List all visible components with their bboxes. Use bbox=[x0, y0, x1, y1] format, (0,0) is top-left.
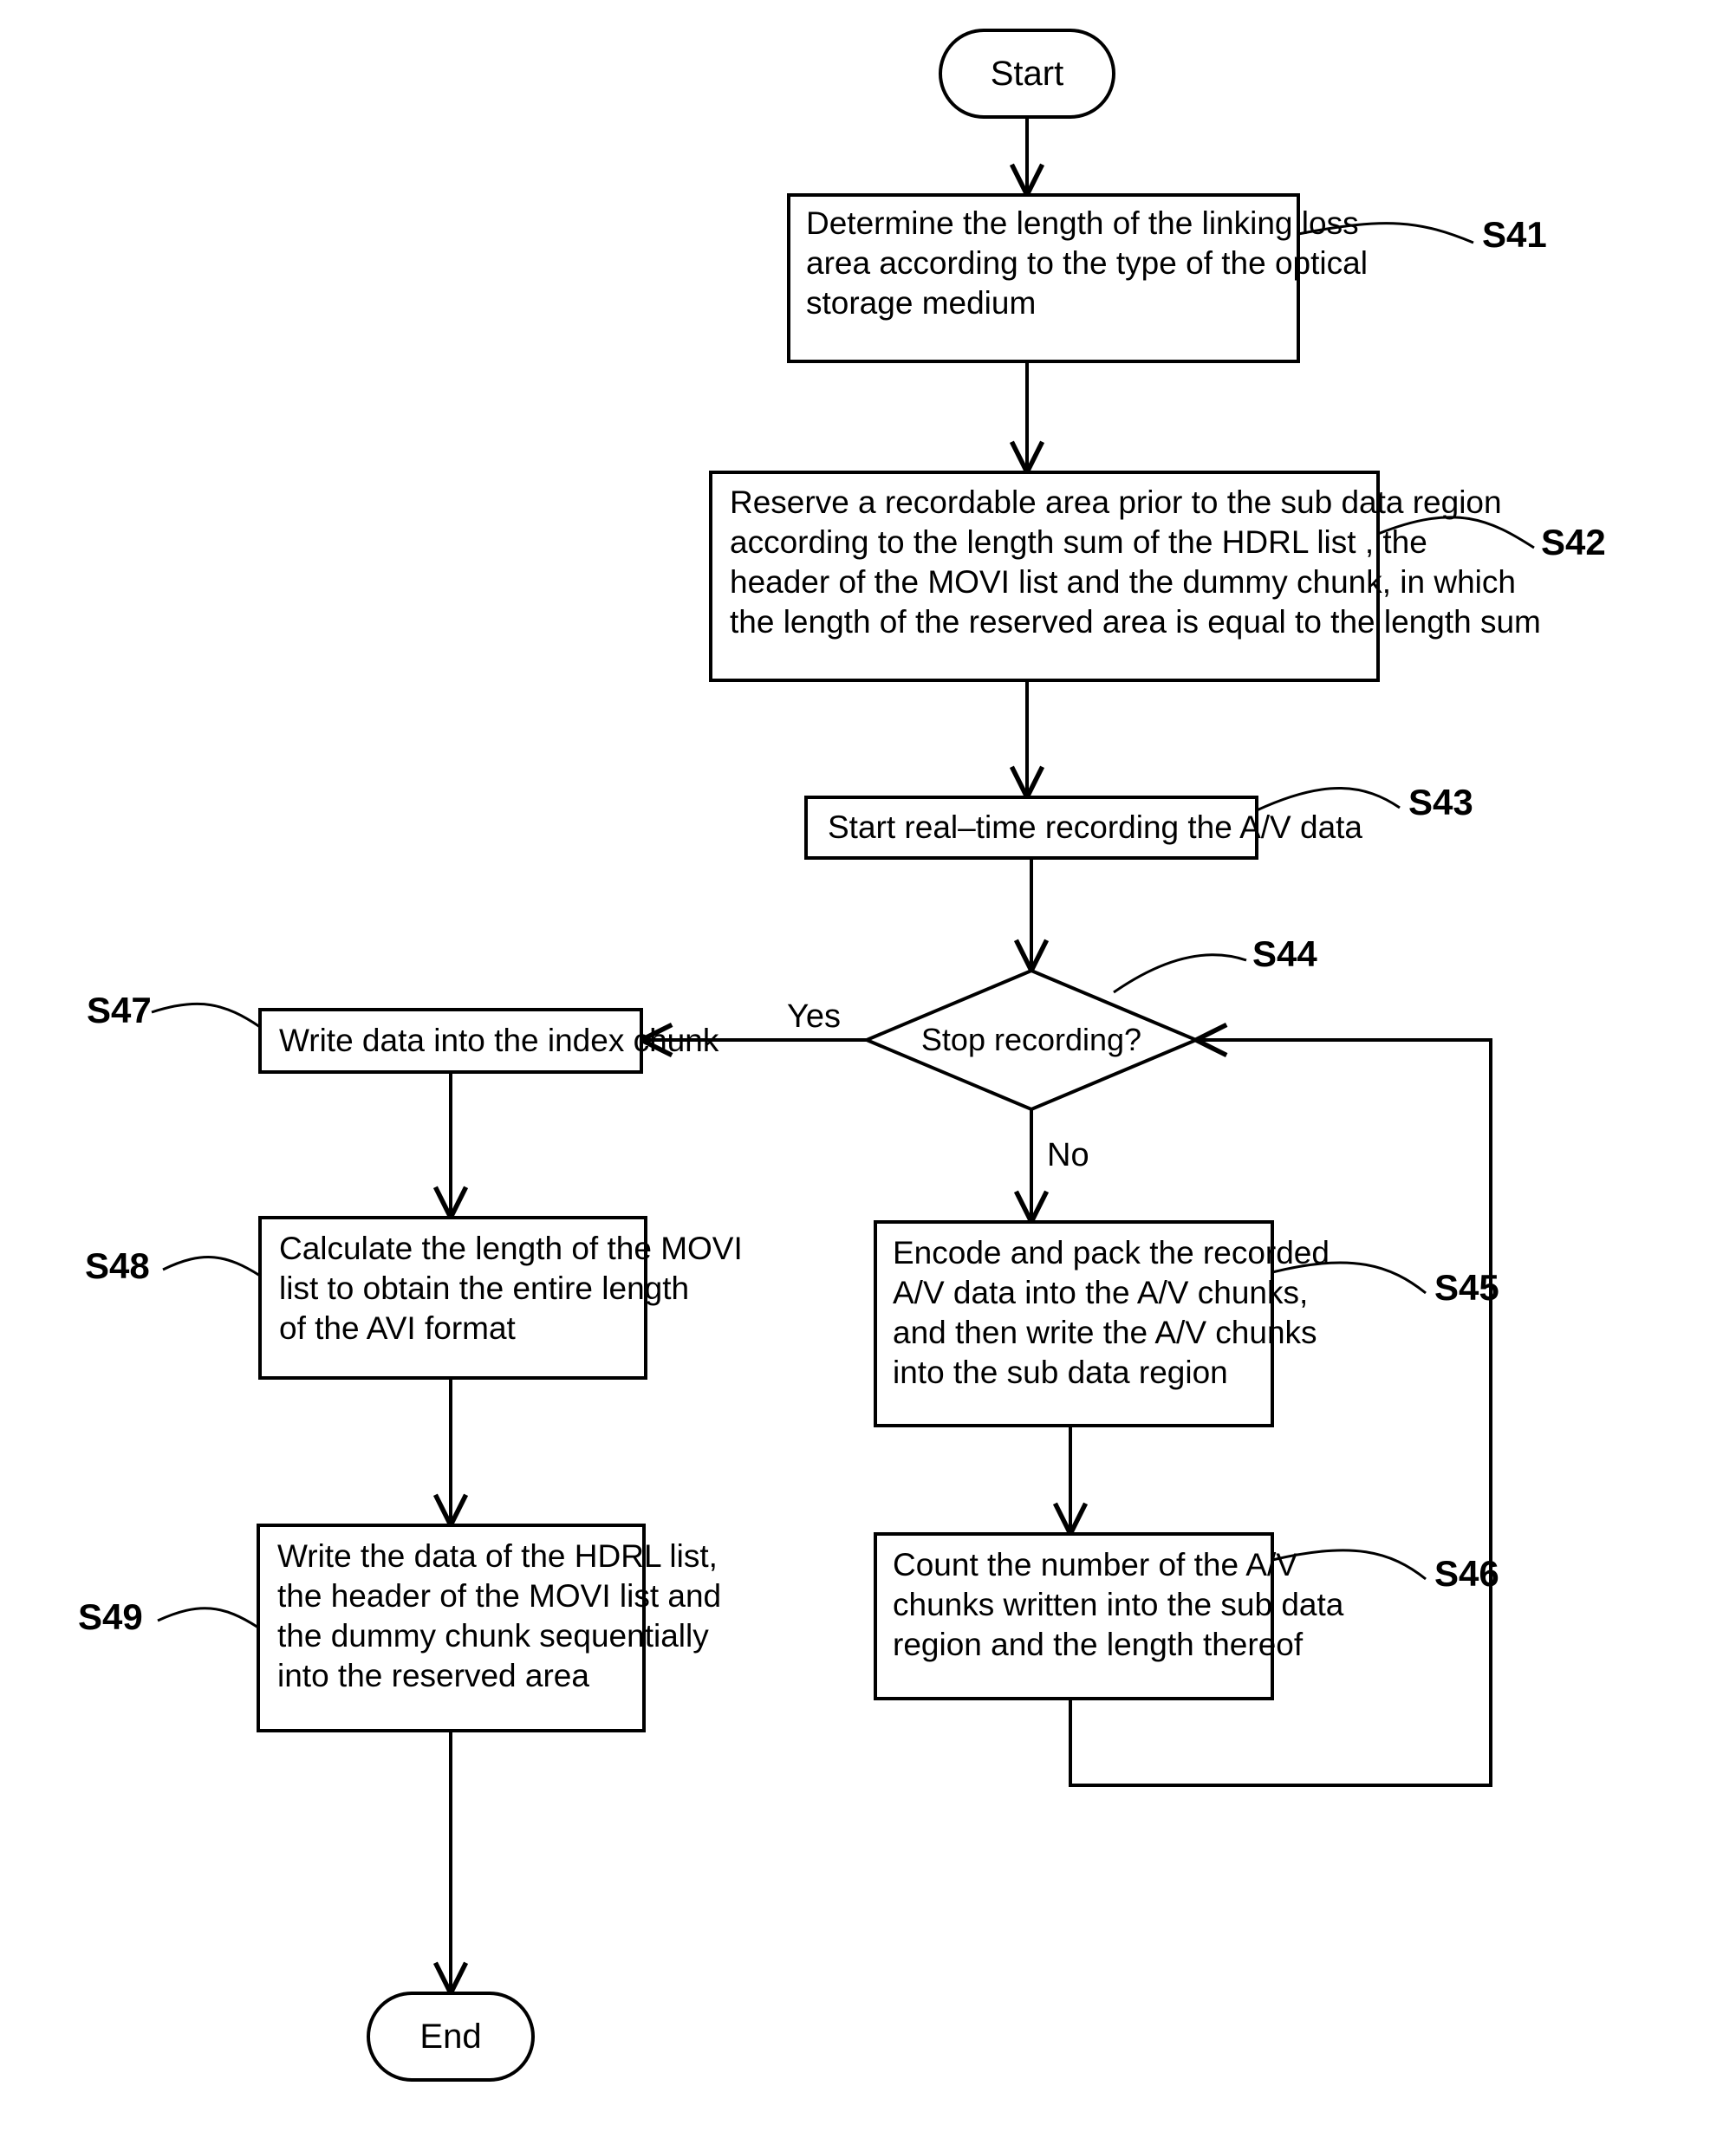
node-s46: Count the number of the A/V chunks writte… bbox=[875, 1534, 1499, 1699]
node-s41-line-2: storage medium bbox=[806, 285, 1036, 321]
node-s49-line-0: Write the data of the HDRL list, bbox=[277, 1538, 718, 1574]
node-s49-line-3: into the reserved area bbox=[277, 1658, 589, 1693]
node-s41-line-0: Determine the length of the linking loss bbox=[806, 205, 1359, 241]
end-terminal-text: End bbox=[419, 2018, 481, 2056]
label-s42: S42 bbox=[1541, 522, 1606, 562]
node-s48-line-0: Calculate the length of the MOVI bbox=[279, 1231, 743, 1266]
node-s49-line-1: the header of the MOVI list and bbox=[277, 1578, 721, 1614]
node-s44-text: Stop recording? bbox=[921, 1022, 1141, 1057]
node-s45-line-0: Encode and pack the recorded bbox=[893, 1235, 1330, 1270]
label-s47: S47 bbox=[87, 990, 152, 1030]
branch-yes-label: Yes bbox=[787, 998, 841, 1035]
node-s42: Reserve a recordable area prior to the s… bbox=[711, 472, 1606, 680]
node-s42-line-1: according to the length sum of the HDRL … bbox=[730, 524, 1427, 560]
leader-s48 bbox=[163, 1257, 260, 1276]
branch-no-label: No bbox=[1047, 1137, 1089, 1173]
node-s47: Write data into the index chunk S47 bbox=[87, 990, 719, 1072]
node-s44: Stop recording? S44 Yes No bbox=[787, 933, 1317, 1173]
node-s46-line-1: chunks written into the sub data bbox=[893, 1587, 1344, 1622]
node-s48: Calculate the length of the MOVI list to … bbox=[85, 1218, 743, 1378]
label-s48: S48 bbox=[85, 1245, 150, 1286]
node-s49-line-2: the dummy chunk sequentially bbox=[277, 1618, 709, 1654]
label-s41: S41 bbox=[1482, 214, 1547, 255]
label-s43: S43 bbox=[1408, 782, 1473, 822]
node-s43: Start real–time recording the A/V data S4… bbox=[806, 782, 1473, 858]
node-s42-line-2: header of the MOVI list and the dummy ch… bbox=[730, 564, 1516, 600]
label-s46: S46 bbox=[1434, 1553, 1499, 1594]
node-s46-line-2: region and the length thereof bbox=[893, 1627, 1304, 1662]
node-s41-line-1: area according to the type of the optica… bbox=[806, 245, 1368, 281]
label-s44: S44 bbox=[1252, 933, 1317, 974]
start-terminal-text: Start bbox=[991, 55, 1063, 93]
leader-s43 bbox=[1257, 788, 1400, 810]
node-s43-line-0: Start real–time recording the A/V data bbox=[828, 809, 1362, 845]
label-s49: S49 bbox=[78, 1596, 143, 1637]
node-s45: Encode and pack the recorded A/V data int… bbox=[875, 1222, 1499, 1426]
label-s45: S45 bbox=[1434, 1267, 1499, 1308]
node-s48-line-2: of the AVI format bbox=[279, 1310, 517, 1346]
leader-s47 bbox=[152, 1004, 260, 1027]
node-s41: Determine the length of the linking loss… bbox=[789, 195, 1547, 361]
node-s42-line-3: the length of the reserved area is equal… bbox=[730, 604, 1541, 640]
leader-s44 bbox=[1114, 955, 1246, 992]
node-s45-line-1: A/V data into the A/V chunks, bbox=[893, 1275, 1308, 1310]
node-s47-line-0: Write data into the index chunk bbox=[279, 1023, 719, 1058]
node-s46-line-0: Count the number of the A/V bbox=[893, 1547, 1297, 1582]
node-s45-line-3: into the sub data region bbox=[893, 1355, 1228, 1390]
node-s42-line-0: Reserve a recordable area prior to the s… bbox=[730, 484, 1502, 520]
leader-s49 bbox=[158, 1608, 258, 1628]
nodes-layer: Determine the length of the linking loss… bbox=[78, 195, 1606, 1731]
node-s49: Write the data of the HDRL list, the head… bbox=[78, 1525, 721, 1731]
node-s45-line-2: and then write the A/V chunks bbox=[893, 1315, 1317, 1350]
node-s48-line-1: list to obtain the entire length bbox=[279, 1270, 689, 1306]
